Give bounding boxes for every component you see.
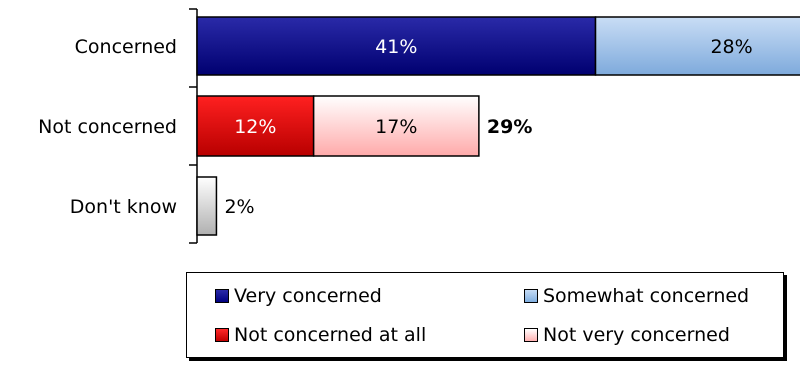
legend-item-very-concerned: Very concerned (215, 285, 382, 307)
data-label: 28% (710, 36, 752, 58)
data-label: 17% (375, 116, 417, 138)
legend-swatch-very-concerned (215, 289, 229, 303)
legend-swatch-not-very-concerned (524, 328, 538, 342)
bar-segment (312, 95, 480, 157)
legend-item-not-concerned-at-all: Not concerned at all (215, 324, 426, 346)
legend-item-not-very-concerned: Not very concerned (524, 324, 730, 346)
category-label: Don't know (70, 196, 177, 218)
legend-label: Not concerned at all (234, 324, 427, 346)
bar-segment (196, 95, 315, 157)
total-label: 2% (224, 196, 254, 218)
bar-segment (196, 176, 218, 236)
legend-swatch-not-concerned-at-all (215, 328, 229, 342)
total-label: 29% (487, 116, 532, 138)
data-label: 12% (234, 116, 276, 138)
bar-segment (196, 16, 597, 76)
legend-label: Not very concerned (543, 324, 730, 346)
bar-segment (594, 16, 800, 76)
chart-legend: Very concerned Somewhat concerned Not co… (186, 272, 784, 358)
legend-item-somewhat-concerned: Somewhat concerned (524, 285, 749, 307)
category-label: Not concerned (38, 116, 177, 138)
category-label: Concerned (75, 36, 177, 58)
legend-label: Somewhat concerned (543, 285, 750, 307)
data-label: 41% (375, 36, 417, 58)
legend-label: Very concerned (234, 285, 382, 307)
legend-swatch-somewhat-concerned (524, 289, 538, 303)
